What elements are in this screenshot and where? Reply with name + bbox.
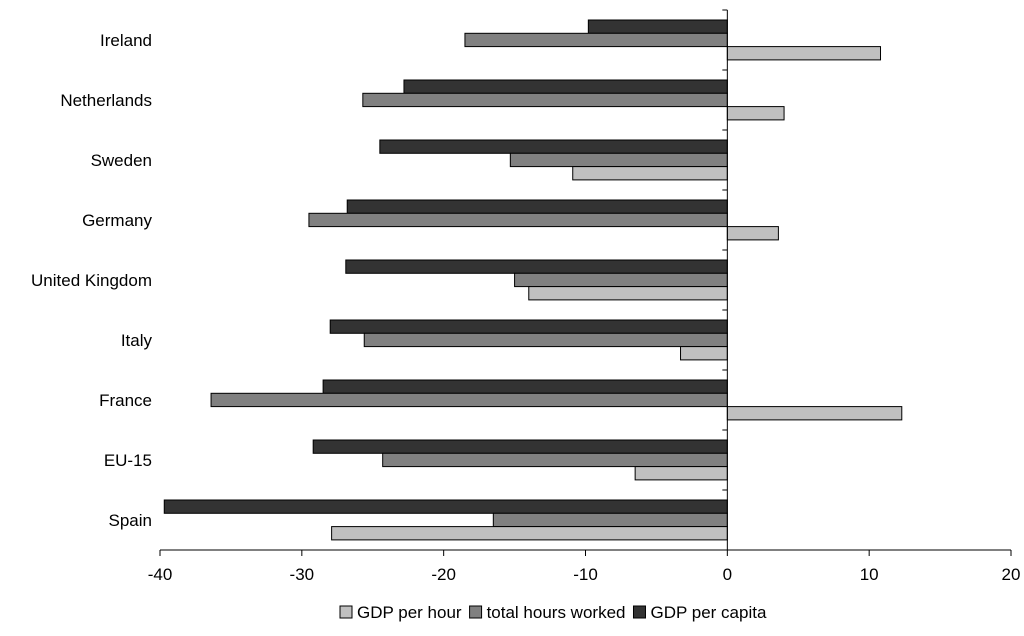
bar-united-kingdom-gdp-per-capita xyxy=(345,259,728,274)
axes-group: -40 -30 -20 -10 0 10 20 xyxy=(148,9,1021,584)
bar-france-total-hours-worked xyxy=(210,392,728,408)
x-tick-label: 10 xyxy=(860,565,879,584)
legend-label: GDP per capita xyxy=(650,603,766,622)
bar-france-gdp-per-capita xyxy=(322,379,728,394)
category-label: Sweden xyxy=(91,151,152,170)
legend-label: total hours worked xyxy=(487,603,626,622)
bar-ireland-gdp-per-capita xyxy=(587,19,728,34)
bar-france-gdp-per-hour xyxy=(726,406,903,421)
bar-eu-15-gdp-per-hour xyxy=(634,466,728,481)
bar-germany-gdp-per-capita xyxy=(346,199,728,214)
bar-sweden-gdp-per-hour xyxy=(572,166,728,181)
bar-italy-gdp-per-hour xyxy=(680,346,728,361)
category-label: Germany xyxy=(82,211,152,230)
bar-ireland-gdp-per-hour xyxy=(726,46,882,61)
bar-germany-gdp-per-hour xyxy=(726,226,779,241)
bars-group xyxy=(163,19,903,541)
legend-swatch xyxy=(339,605,353,619)
bar-spain-gdp-per-capita xyxy=(163,499,728,514)
bar-eu-15-gdp-per-capita xyxy=(312,439,728,454)
category-label: Ireland xyxy=(100,31,152,50)
legend: GDP per hour total hours worked GDP per ca… xyxy=(339,603,767,622)
bar-netherlands-total-hours-worked xyxy=(362,92,728,108)
x-tick-label: 20 xyxy=(1002,565,1021,584)
bar-united-kingdom-total-hours-worked xyxy=(514,272,728,288)
bar-italy-total-hours-worked xyxy=(363,332,728,348)
bar-netherlands-gdp-per-hour xyxy=(726,106,785,121)
bar-germany-total-hours-worked xyxy=(308,212,728,228)
bar-italy-gdp-per-capita xyxy=(329,319,728,334)
x-tick-label: -10 xyxy=(573,565,598,584)
legend-swatch xyxy=(469,605,483,619)
x-tick-label: -40 xyxy=(148,565,173,584)
bar-ireland-total-hours-worked xyxy=(464,32,728,48)
bar-sweden-gdp-per-capita xyxy=(379,139,728,154)
category-label: Netherlands xyxy=(60,91,152,110)
category-label: United Kingdom xyxy=(31,271,152,290)
category-label: Spain xyxy=(109,511,152,530)
x-tick-label: 0 xyxy=(723,565,732,584)
bar-eu-15-total-hours-worked xyxy=(382,452,728,468)
bar-spain-gdp-per-hour xyxy=(331,526,728,541)
bar-sweden-total-hours-worked xyxy=(509,152,728,168)
category-labels-group: Ireland Netherlands Sweden Germany United Ki… xyxy=(31,31,152,530)
category-label: EU-15 xyxy=(104,451,152,470)
category-label: Italy xyxy=(121,331,153,350)
bar-united-kingdom-gdp-per-hour xyxy=(528,286,728,301)
bar-netherlands-gdp-per-capita xyxy=(403,79,728,94)
bar-spain-total-hours-worked xyxy=(492,512,728,528)
x-tick-label: -30 xyxy=(290,565,315,584)
legend-swatch xyxy=(632,605,646,619)
x-tick-label: -20 xyxy=(431,565,456,584)
category-label: France xyxy=(99,391,152,410)
legend-label: GDP per hour xyxy=(357,603,462,622)
